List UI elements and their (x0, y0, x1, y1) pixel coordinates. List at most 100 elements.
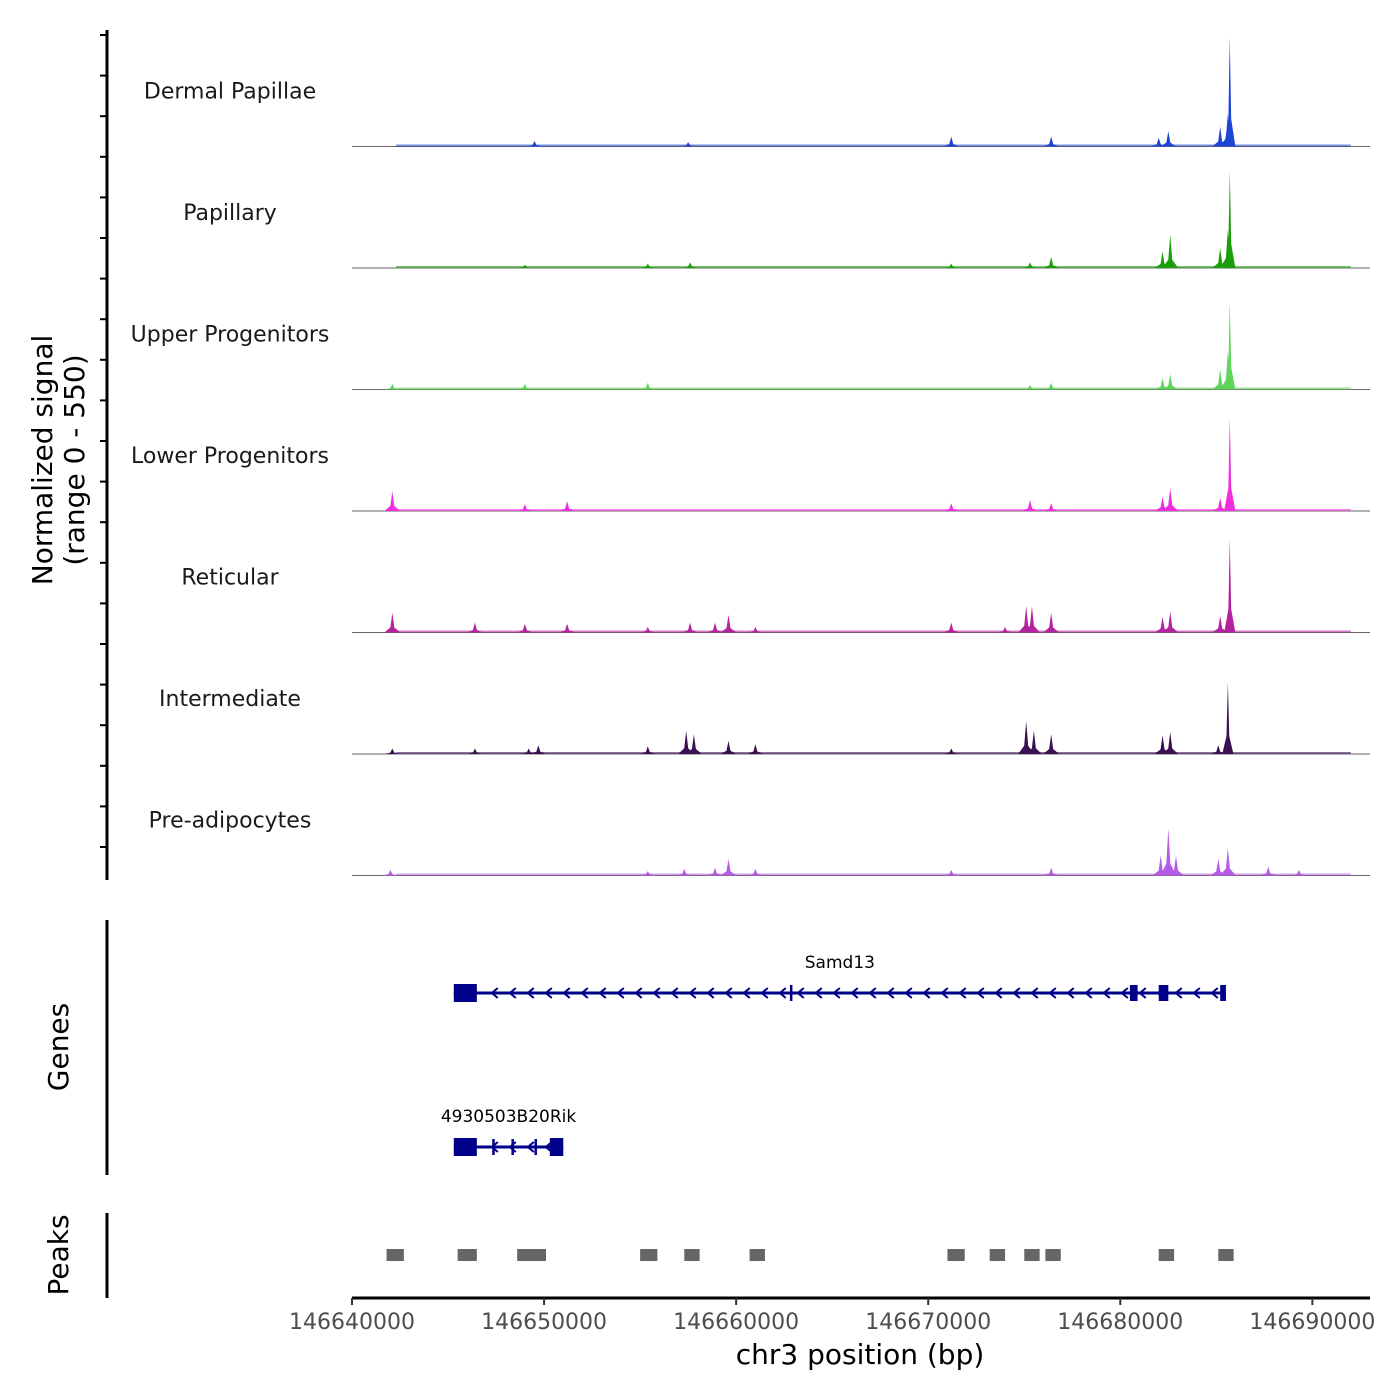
peak-region (1024, 1249, 1040, 1261)
signal-peak (1150, 137, 1167, 147)
x-tick-label: 146670000 (865, 1310, 991, 1335)
signal-peak (1022, 262, 1039, 268)
coverage-y-axis-ticks (100, 34, 107, 848)
track-noise (396, 509, 1351, 511)
strand-arrow (490, 987, 499, 999)
track-label: Upper Progenitors (131, 323, 330, 348)
signal-peak (747, 627, 764, 633)
signal-peak (639, 746, 656, 754)
signal-peak (1043, 503, 1060, 511)
track-reticular: Reticular (181, 539, 1370, 633)
exon (453, 1138, 477, 1156)
signal-peak (943, 748, 960, 754)
strand-arrow (688, 987, 697, 999)
strand-arrow (1120, 987, 1129, 999)
signal-peak (530, 745, 547, 754)
signal-peak (1018, 721, 1035, 754)
strand-arrow (796, 987, 805, 999)
signal-peak (1162, 732, 1179, 754)
peak-region (386, 1249, 404, 1261)
signal-peak (466, 748, 483, 754)
signal-peak (516, 264, 533, 268)
signal-peak (1224, 36, 1236, 147)
track-label: Lower Progenitors (131, 444, 329, 469)
peak-region (989, 1249, 1006, 1261)
strand-arrow (958, 987, 967, 999)
strand-arrow (670, 987, 679, 999)
signal-peak (1025, 730, 1042, 754)
track-upper-progenitors: Upper Progenitors (131, 301, 1370, 390)
signal-peak (1162, 611, 1179, 633)
signal-peak (1212, 248, 1229, 268)
strand-arrow (1084, 987, 1093, 999)
signal-peak (1160, 131, 1177, 147)
signal-peak (943, 503, 960, 511)
signal-peak (707, 622, 724, 633)
peak-region (684, 1249, 700, 1261)
peak-region (457, 1249, 477, 1261)
signal-peak (1290, 870, 1307, 876)
y-axis-title-main: Normalized signal (26, 335, 59, 586)
strand-arrow (1138, 987, 1147, 999)
y-axis-title-range: (range 0 - 550) (58, 354, 91, 565)
track-noise (396, 752, 1351, 754)
signal-peak (747, 868, 764, 876)
track-papillary: Papillary (183, 171, 1370, 269)
signal-peak (1043, 734, 1060, 754)
peak-region (1045, 1249, 1061, 1261)
signal-peak (1219, 848, 1236, 876)
y-axis-title: Normalized signal (range 0 - 550) (26, 335, 91, 586)
signal-peak (1154, 496, 1171, 511)
x-tick-label: 146680000 (1057, 1310, 1183, 1335)
strand-arrow (1210, 987, 1219, 999)
signal-peak (1018, 606, 1035, 633)
signal-peak (1212, 497, 1229, 511)
signal-peak (384, 612, 401, 633)
strand-arrow (652, 987, 661, 999)
signal-peak (384, 384, 401, 390)
signal-peak (676, 868, 693, 876)
track-label: Pre-adipocytes (149, 809, 312, 834)
strand-arrow (976, 987, 985, 999)
signal-peak (559, 501, 576, 511)
peak-region (517, 1249, 546, 1261)
peak-region (1218, 1249, 1234, 1261)
strand-arrow (778, 987, 787, 999)
exon (1220, 985, 1226, 1001)
strand-arrow (580, 987, 589, 999)
signal-peak (1212, 126, 1229, 147)
strand-arrow (1012, 987, 1021, 999)
strand-arrow (742, 987, 751, 999)
signal-peak (1224, 301, 1236, 390)
exon (534, 1139, 537, 1155)
signal-peak (720, 740, 737, 754)
signal-peak (466, 622, 483, 633)
coverage-tracks: Dermal Papillae Papillary Upper Progenitor… (131, 36, 1370, 876)
track-label: Papillary (183, 201, 277, 226)
track-noise (396, 387, 1351, 390)
peak-regions (386, 1249, 1234, 1261)
signal-peak (1224, 417, 1236, 511)
signal-peak (1043, 136, 1060, 147)
strand-arrow (1102, 987, 1111, 999)
strand-arrow (562, 987, 571, 999)
signal-peak (1023, 606, 1040, 633)
strand-arrow (490, 1141, 499, 1153)
strand-arrow (1174, 987, 1183, 999)
signal-peak (526, 141, 543, 147)
signal-peak (707, 867, 724, 876)
peak-region (749, 1249, 765, 1261)
strand-arrow (526, 987, 535, 999)
signal-peak (639, 382, 656, 390)
signal-peak (943, 622, 960, 633)
strand-arrow (922, 987, 931, 999)
track-label: Dermal Papillae (144, 80, 316, 105)
signal-peak (1168, 855, 1185, 876)
strand-arrow (1192, 987, 1201, 999)
signal-peak (639, 871, 656, 876)
signal-peak (1212, 369, 1229, 390)
signal-peak (1043, 612, 1060, 633)
track-noise (396, 266, 1351, 268)
exon (511, 1139, 514, 1155)
